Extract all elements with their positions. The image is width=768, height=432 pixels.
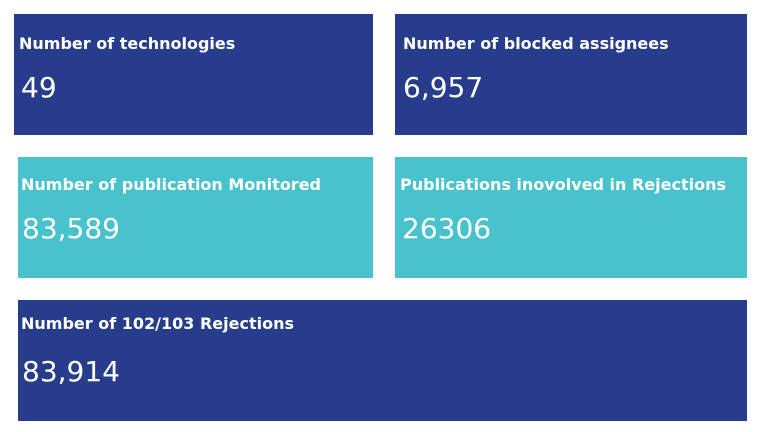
kpi-value: 83,914 [22,355,120,388]
kpi-label: Number of publication Monitored [21,175,321,194]
kpi-card-blocked-assignees: Number of blocked assignees 6,957 [395,14,747,135]
kpi-label: Number of blocked assignees [403,34,669,53]
kpi-value: 26306 [402,212,492,245]
kpi-value: 49 [21,71,57,104]
kpi-card-publications-monitored: Number of publication Monitored 83,589 [18,157,373,278]
kpi-card-rejections: Number of 102/103 Rejections 83,914 [18,300,747,421]
kpi-label: Publications inovolved in Rejections [400,175,726,194]
kpi-label: Number of technologies [19,34,236,53]
kpi-value: 6,957 [403,71,484,104]
kpi-label: Number of 102/103 Rejections [21,314,294,333]
kpi-card-publications-involved: Publications inovolved in Rejections 263… [395,157,747,278]
kpi-card-technologies: Number of technologies 49 [14,14,373,135]
kpi-value: 83,589 [22,212,120,245]
